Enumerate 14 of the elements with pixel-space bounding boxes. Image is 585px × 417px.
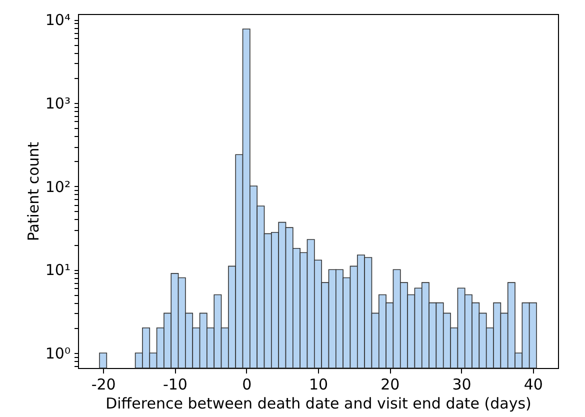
x-axis-title: Difference between death date and visit end date (days) xyxy=(106,394,532,412)
y-axis-title: Patient count xyxy=(24,142,42,242)
x-tick-label: 0 xyxy=(242,376,252,394)
y-tick-label: 10⁰ xyxy=(45,344,70,362)
x-tick-label: -10 xyxy=(162,376,188,394)
y-tick-label: 10² xyxy=(45,178,70,196)
x-tick-label: 30 xyxy=(452,376,472,394)
y-tick-label: 10³ xyxy=(45,94,70,112)
y-tick-label: 10⁴ xyxy=(45,11,70,30)
x-tick-label: 20 xyxy=(380,376,400,394)
x-tick-label: -20 xyxy=(91,376,116,394)
x-tick-label: 40 xyxy=(524,376,543,394)
y-tick-label: 10¹ xyxy=(45,261,70,280)
x-tick-label: 10 xyxy=(308,376,328,394)
